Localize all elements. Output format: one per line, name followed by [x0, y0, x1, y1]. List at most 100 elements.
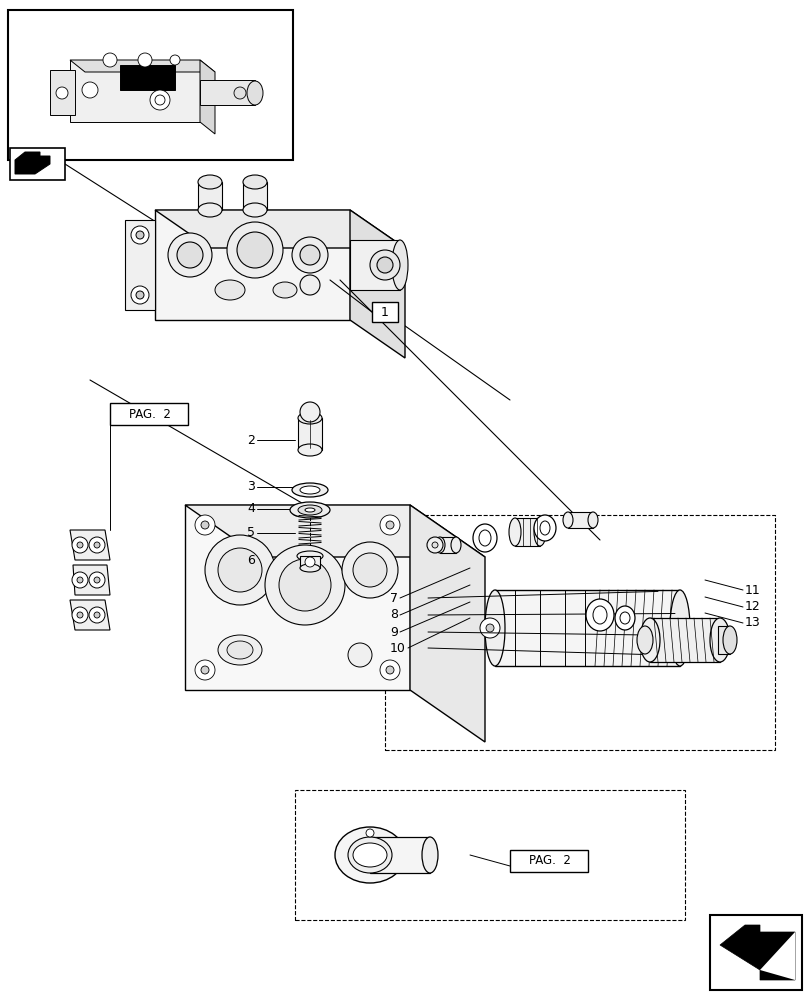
Circle shape [299, 275, 320, 295]
Bar [294, 790, 684, 920]
Ellipse shape [592, 606, 607, 624]
Ellipse shape [620, 612, 629, 624]
Ellipse shape [586, 599, 613, 631]
Circle shape [366, 829, 374, 837]
Circle shape [299, 245, 320, 265]
Ellipse shape [290, 502, 329, 518]
Text: 3: 3 [247, 481, 255, 493]
Circle shape [380, 515, 400, 535]
Ellipse shape [534, 515, 556, 541]
Circle shape [195, 515, 215, 535]
Text: 9: 9 [389, 626, 397, 638]
Circle shape [89, 537, 105, 553]
Text: 13: 13 [744, 616, 760, 630]
Circle shape [94, 612, 100, 618]
Bar [8, 10, 293, 160]
Circle shape [138, 53, 152, 67]
Ellipse shape [242, 175, 267, 189]
Circle shape [201, 666, 208, 674]
Ellipse shape [215, 280, 245, 300]
Polygon shape [200, 80, 255, 105]
Circle shape [279, 559, 331, 611]
Circle shape [56, 87, 68, 99]
Circle shape [195, 660, 215, 680]
Circle shape [135, 291, 144, 299]
Circle shape [217, 548, 262, 592]
Circle shape [479, 618, 500, 638]
Polygon shape [719, 925, 794, 980]
Polygon shape [155, 210, 350, 320]
Circle shape [94, 542, 100, 548]
Text: 2: 2 [247, 434, 255, 446]
Ellipse shape [587, 512, 597, 528]
Circle shape [385, 666, 393, 674]
Text: 12: 12 [744, 600, 760, 613]
Ellipse shape [722, 626, 736, 654]
Polygon shape [200, 60, 215, 134]
Circle shape [234, 87, 246, 99]
Ellipse shape [353, 843, 387, 867]
Polygon shape [70, 530, 109, 560]
Circle shape [385, 521, 393, 529]
Circle shape [376, 257, 393, 273]
Text: 5: 5 [247, 526, 255, 540]
Ellipse shape [539, 521, 549, 535]
Polygon shape [70, 600, 109, 630]
Circle shape [155, 95, 165, 105]
Polygon shape [514, 518, 539, 546]
Polygon shape [120, 65, 175, 90]
Ellipse shape [639, 618, 659, 662]
Polygon shape [15, 152, 50, 174]
Circle shape [201, 521, 208, 529]
Ellipse shape [242, 203, 267, 217]
Circle shape [169, 55, 180, 65]
Circle shape [264, 545, 345, 625]
Polygon shape [440, 537, 456, 553]
Bar [198, 182, 221, 210]
Ellipse shape [272, 282, 297, 298]
Polygon shape [759, 932, 794, 980]
Ellipse shape [669, 590, 689, 666]
Polygon shape [185, 505, 410, 690]
Ellipse shape [562, 512, 573, 528]
Ellipse shape [534, 518, 545, 546]
Ellipse shape [484, 590, 504, 666]
Ellipse shape [198, 175, 221, 189]
Circle shape [486, 624, 493, 632]
Circle shape [103, 53, 117, 67]
Polygon shape [649, 618, 719, 662]
Ellipse shape [450, 537, 461, 553]
Circle shape [150, 90, 169, 110]
Bar [109, 403, 188, 425]
Text: 6: 6 [247, 554, 255, 566]
Circle shape [168, 233, 212, 277]
Bar [371, 302, 397, 322]
Ellipse shape [298, 444, 322, 456]
Polygon shape [410, 505, 484, 742]
Ellipse shape [227, 641, 253, 659]
Text: 7: 7 [389, 591, 397, 604]
Circle shape [72, 572, 88, 588]
Polygon shape [50, 70, 75, 115]
Ellipse shape [305, 508, 315, 512]
Ellipse shape [348, 837, 392, 873]
Ellipse shape [297, 551, 323, 561]
Ellipse shape [298, 505, 322, 515]
Ellipse shape [217, 635, 262, 665]
Ellipse shape [335, 827, 405, 883]
Ellipse shape [299, 486, 320, 494]
Ellipse shape [508, 518, 521, 546]
Polygon shape [155, 210, 405, 248]
Polygon shape [185, 505, 484, 557]
Ellipse shape [247, 81, 263, 105]
Circle shape [427, 537, 443, 553]
Ellipse shape [709, 618, 729, 662]
Ellipse shape [614, 606, 634, 630]
Ellipse shape [636, 626, 652, 654]
Polygon shape [299, 556, 320, 568]
Bar [242, 182, 267, 210]
Text: 4: 4 [247, 502, 255, 516]
Text: PAG.  2: PAG. 2 [129, 408, 171, 420]
Text: 8: 8 [389, 608, 397, 621]
Circle shape [177, 242, 203, 268]
